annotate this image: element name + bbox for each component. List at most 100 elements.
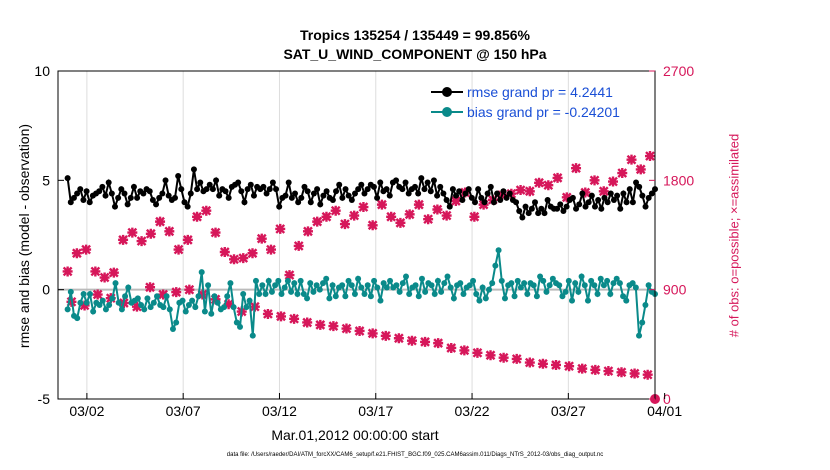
obs-assimilated-marker xyxy=(420,336,431,347)
obs-assimilated-marker xyxy=(485,350,496,361)
bias-point xyxy=(620,293,627,300)
obs-assimilated-marker xyxy=(524,357,535,368)
obs-possible-marker xyxy=(626,154,637,165)
x-tick-label: 03/22 xyxy=(455,403,490,419)
rmse-point xyxy=(323,188,330,195)
obs-assimilated-marker xyxy=(433,338,444,349)
obs-possible-marker xyxy=(81,244,92,255)
bias-point xyxy=(77,299,84,306)
rmse-point xyxy=(355,186,362,193)
bias-point xyxy=(355,275,362,282)
bias-point xyxy=(412,282,419,289)
bias-point xyxy=(74,315,81,322)
rmse-point xyxy=(471,199,478,206)
bias-point xyxy=(466,282,473,289)
rmse-point xyxy=(314,186,321,193)
legend-swatch-bias xyxy=(431,106,463,118)
obs-possible-marker xyxy=(423,214,434,225)
obs-assimilated-marker xyxy=(158,289,169,300)
x-tick-label: 04/01 xyxy=(647,403,682,419)
rmse-point xyxy=(411,183,418,190)
rmse-point xyxy=(273,186,280,193)
rmse-point xyxy=(459,197,466,204)
rmse-point xyxy=(165,192,172,199)
bias-point xyxy=(642,301,649,308)
bias-point xyxy=(556,282,563,289)
rmse-point xyxy=(342,186,349,193)
obs-assimilated-marker xyxy=(511,353,522,364)
bias-point xyxy=(348,282,355,289)
obs-possible-marker xyxy=(62,266,73,277)
obs-possible-marker xyxy=(127,227,138,238)
bias-point xyxy=(230,304,237,311)
bias-point xyxy=(240,291,247,298)
rmse-point xyxy=(291,190,298,197)
bias-point xyxy=(246,297,253,304)
bias-point xyxy=(291,280,298,287)
rmse-point xyxy=(478,194,485,201)
rmse-point xyxy=(494,190,501,197)
rmse-point xyxy=(282,192,289,199)
rmse-point xyxy=(427,188,434,195)
obs-possible-marker xyxy=(339,219,350,230)
rmse-point xyxy=(108,190,115,197)
bias-point xyxy=(211,293,218,300)
rmse-point xyxy=(96,188,103,195)
rmse-point xyxy=(576,201,583,208)
bias-point xyxy=(492,262,499,269)
rmse-point xyxy=(99,183,106,190)
rmse-point xyxy=(146,188,153,195)
obs-possible-marker xyxy=(571,163,582,174)
bias-point xyxy=(351,291,358,298)
bias-point xyxy=(332,293,339,300)
bias-point xyxy=(562,288,569,295)
rmse-point xyxy=(329,197,336,204)
bias-point xyxy=(361,291,368,298)
bias-point xyxy=(342,293,349,300)
bias-point xyxy=(134,295,141,302)
obs-assimilated-marker xyxy=(315,319,326,330)
bias-point xyxy=(517,284,524,291)
rmse-point xyxy=(206,181,213,188)
obs-possible-marker xyxy=(71,248,82,259)
rmse-point xyxy=(102,192,109,199)
obs-possible-marker xyxy=(580,187,591,198)
bias-point xyxy=(632,284,639,291)
obs-assimilated-marker xyxy=(276,311,287,322)
bias-point xyxy=(185,301,192,308)
rmse-point xyxy=(598,205,605,212)
obs-assimilated-marker xyxy=(354,325,365,336)
rmse-point xyxy=(269,179,276,186)
bias-point xyxy=(431,291,438,298)
rmse-point xyxy=(260,183,267,190)
rmse-point xyxy=(591,203,598,210)
rmse-point xyxy=(178,186,185,193)
bias-point xyxy=(470,277,477,284)
obs-possible-marker xyxy=(238,253,249,264)
bias-point xyxy=(329,282,336,289)
obs-possible-marker xyxy=(256,233,267,244)
rmse-point xyxy=(399,186,406,193)
rmse-point xyxy=(569,194,576,201)
rmse-point xyxy=(383,186,390,193)
bias-point xyxy=(565,277,572,284)
rmse-point xyxy=(424,179,431,186)
rmse-point xyxy=(377,179,384,186)
rmse-point xyxy=(604,199,611,206)
bias-point xyxy=(169,326,176,333)
y-tick-label: 0 xyxy=(42,282,50,298)
obs-possible-marker xyxy=(219,247,230,258)
bias-point xyxy=(192,304,199,311)
bias-point xyxy=(508,280,515,287)
obs-assimilated-marker xyxy=(616,367,627,378)
bias-point xyxy=(495,247,502,254)
rmse-point xyxy=(307,199,314,206)
bias-point xyxy=(438,288,445,295)
axes-box xyxy=(57,70,656,400)
rmse-point xyxy=(345,192,352,199)
rmse-point xyxy=(83,188,90,195)
rmse-point xyxy=(386,192,393,199)
obs-possible-marker xyxy=(432,204,443,215)
rmse-point xyxy=(203,186,210,193)
rmse-point xyxy=(80,197,87,204)
